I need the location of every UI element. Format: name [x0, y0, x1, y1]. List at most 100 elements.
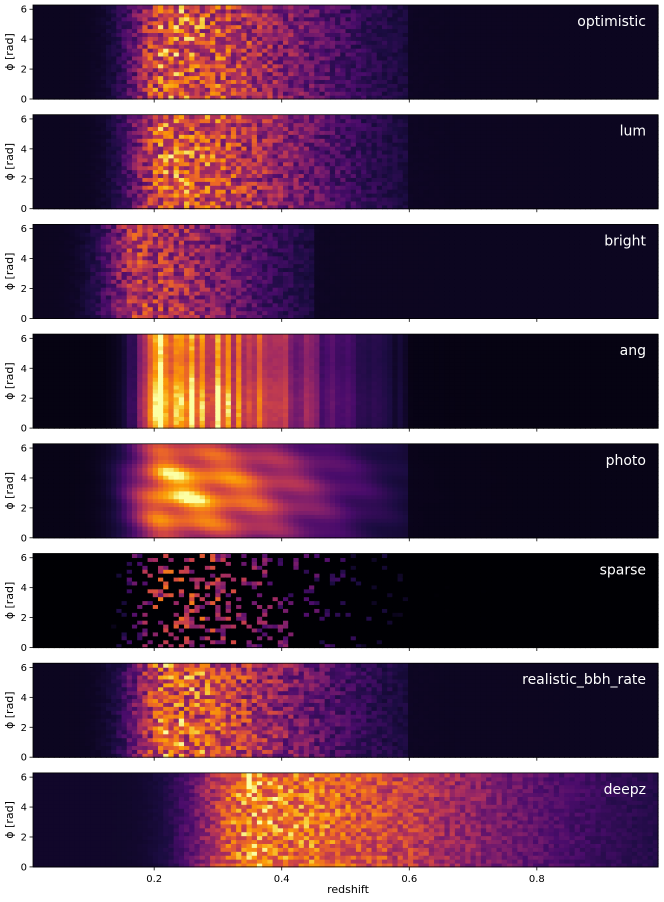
heatmap-cell [303, 40, 310, 45]
heatmap-cell [402, 83, 409, 88]
heatmap-cell [147, 134, 154, 139]
heatmap-cell [100, 95, 107, 100]
heatmap-cell [434, 59, 440, 65]
heatmap-cell [173, 169, 180, 175]
heatmap-cell [517, 95, 524, 100]
heatmap-cell [418, 32, 425, 37]
heatmap-cell [236, 165, 242, 171]
heatmap-cell [454, 83, 461, 88]
heatmap-cell [246, 185, 253, 190]
heatmap-cell [121, 173, 128, 178]
heatmap-cell [611, 16, 617, 22]
heatmap-cell [33, 83, 39, 88]
heatmap-cell [553, 95, 560, 100]
heatmap-cell [345, 79, 352, 84]
heatmap-cell [517, 5, 524, 10]
heatmap-cell [496, 59, 503, 65]
heatmap-cell [74, 134, 81, 139]
heatmap-cell [642, 91, 649, 96]
heatmap-cell [361, 200, 367, 206]
heatmap-cell [491, 40, 498, 45]
heatmap-cell [59, 95, 65, 100]
heatmap-cell [137, 138, 143, 143]
heatmap-cell [303, 126, 310, 131]
heatmap-cell [95, 130, 102, 135]
heatmap-cell [329, 91, 336, 96]
heatmap-cell [387, 59, 393, 65]
heatmap-cell [335, 165, 341, 171]
heatmap-cell [387, 153, 393, 159]
heatmap-cell [251, 200, 258, 206]
heatmap-cell [538, 16, 545, 22]
heatmap-cell [559, 87, 565, 92]
heatmap-cell [501, 87, 508, 92]
heatmap-cell [90, 32, 97, 37]
heatmap-cell [314, 32, 321, 37]
heatmap-cell [392, 91, 399, 96]
heatmap-cell [454, 59, 461, 65]
heatmap-cell [168, 59, 175, 65]
heatmap-cell [533, 59, 539, 65]
heatmap-cell [256, 114, 263, 120]
heatmap-cell [454, 79, 461, 84]
heatmap-cell [491, 67, 498, 73]
heatmap-cell [105, 52, 112, 57]
heatmap-cell [43, 138, 50, 143]
heatmap-cell [38, 173, 45, 178]
heatmap-cell [355, 71, 362, 77]
heatmap-cell [131, 181, 138, 186]
heatmap-cell [90, 28, 97, 34]
heatmap-cell [590, 87, 597, 92]
heatmap-cell [298, 95, 305, 100]
heatmap-cell [246, 8, 253, 14]
heatmap-cell [350, 149, 357, 155]
heatmap-cell [355, 173, 362, 178]
heatmap-cell [361, 44, 367, 49]
heatmap-cell [220, 40, 227, 45]
heatmap-cell [111, 71, 117, 77]
heatmap-cell [121, 126, 128, 131]
heatmap-cell [454, 5, 461, 10]
heatmap-cell [173, 16, 180, 22]
heatmap-cell [319, 200, 326, 206]
heatmap-cell [355, 153, 362, 159]
heatmap-cell [496, 24, 503, 30]
heatmap-cell [637, 36, 643, 41]
heatmap-cell [324, 146, 331, 151]
heatmap-cell [59, 122, 65, 128]
heatmap-cell [309, 59, 315, 65]
heatmap-cell [59, 177, 65, 182]
heatmap-cell [137, 79, 143, 84]
heatmap-cell [335, 114, 341, 120]
heatmap-cell [79, 157, 86, 163]
heatmap-cell [616, 55, 623, 61]
heatmap-cell [121, 204, 128, 210]
heatmap-cell [423, 130, 430, 135]
heatmap-cell [251, 44, 258, 49]
heatmap-cell [361, 126, 367, 131]
heatmap-cell [194, 75, 201, 81]
heatmap-cell [272, 95, 279, 100]
heatmap-cell [579, 8, 586, 14]
heatmap-cell [553, 55, 560, 61]
heatmap-cell [137, 193, 143, 198]
heatmap-cell [272, 91, 279, 96]
heatmap-cell [402, 200, 409, 206]
heatmap-cell [48, 114, 55, 120]
heatmap-cell [199, 24, 206, 30]
heatmap-cell [616, 87, 623, 92]
heatmap-cell [64, 130, 71, 135]
heatmap-cell [85, 12, 91, 18]
heatmap-cell [283, 185, 289, 190]
heatmap-cell [184, 146, 190, 151]
heatmap-cell [345, 146, 352, 151]
heatmap-cell [131, 36, 138, 41]
heatmap-cell [376, 87, 383, 92]
heatmap-cell [449, 48, 456, 53]
heatmap-cell [585, 32, 591, 37]
heatmap-cell [439, 83, 446, 88]
heatmap-cell [381, 153, 388, 159]
heatmap-cell [329, 196, 336, 202]
y-tick-label: 0 [21, 95, 27, 106]
heatmap-cell [439, 189, 446, 194]
